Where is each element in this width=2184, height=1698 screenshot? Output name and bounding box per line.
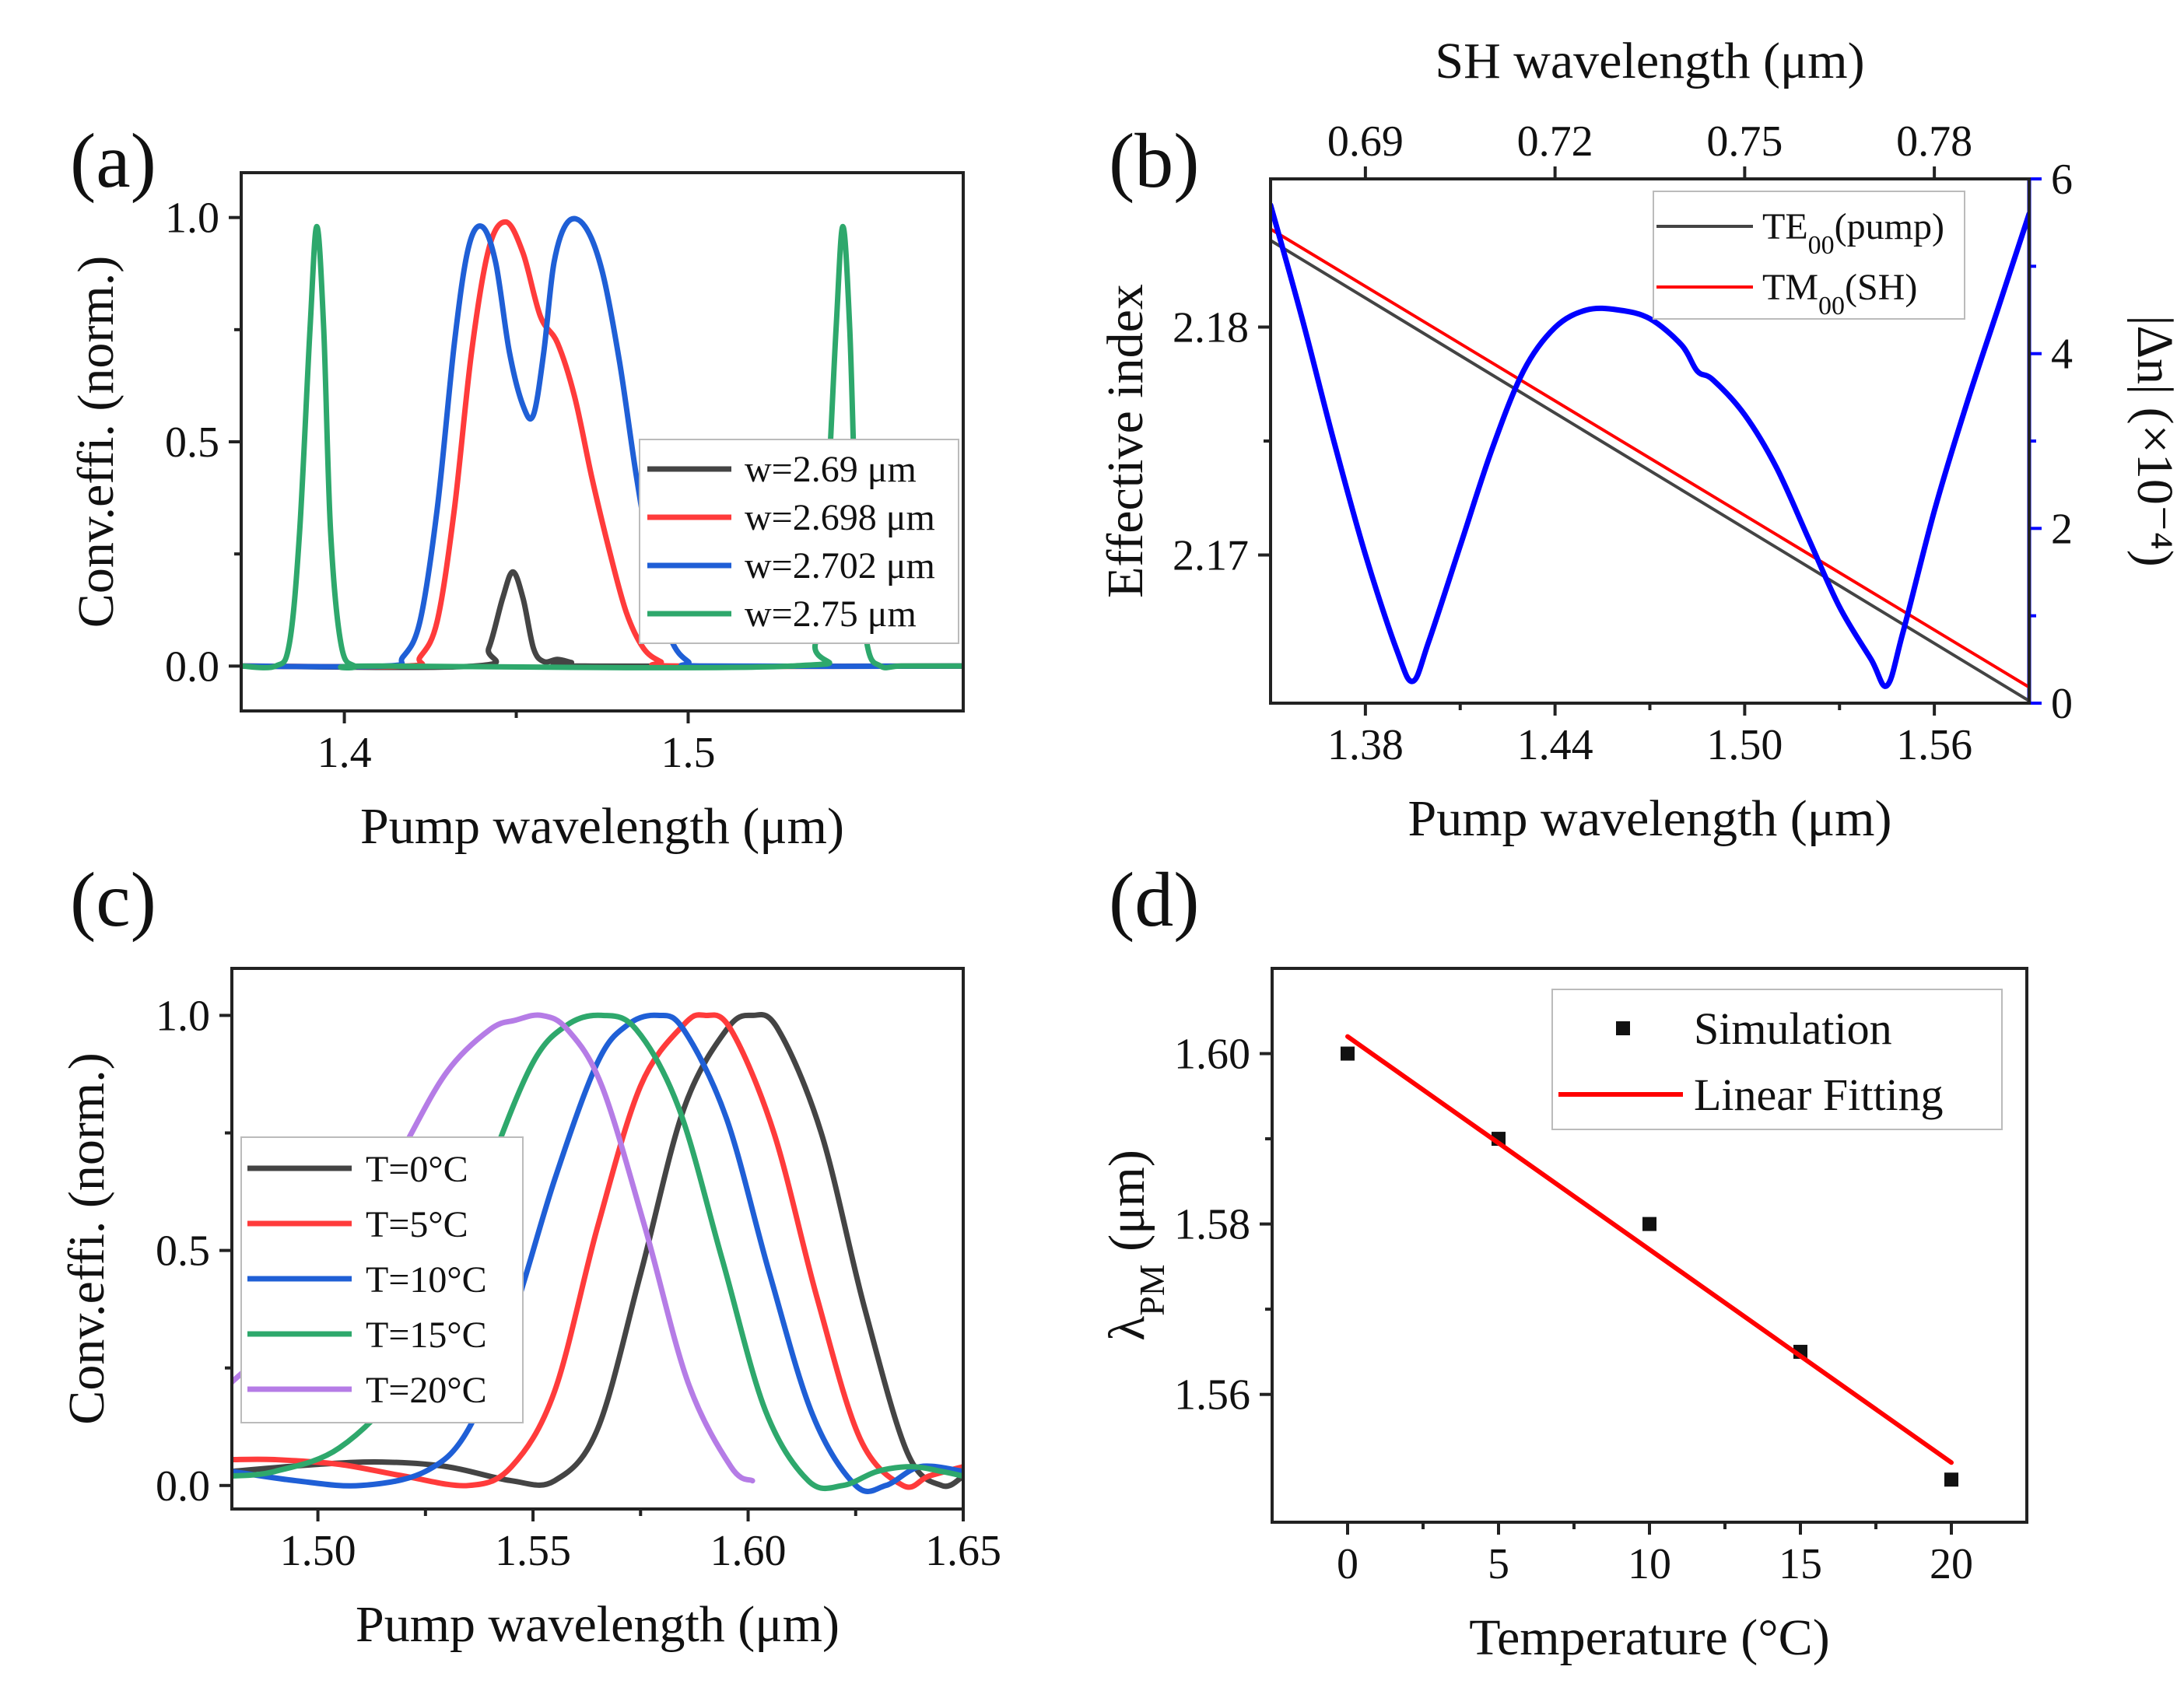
y-axis-label-symbol: λ	[1099, 1316, 1155, 1341]
x-tick-label-d: 10	[1628, 1540, 1671, 1588]
legend-label-main: TE	[1762, 206, 1808, 247]
panel-label-c: (c)	[70, 856, 156, 943]
x-tick-label-b: 1.38	[1327, 721, 1404, 769]
panel-label-a: (a)	[70, 117, 156, 204]
legend-label-sub: 00	[1818, 292, 1845, 320]
legend-box-b	[1653, 191, 1965, 320]
top-x-axis-label-b: SH wavelength (μm)	[1435, 33, 1864, 89]
y-tick-label-c: 0.0	[156, 1462, 210, 1511]
y-axis-label-d: λPM (μm)	[1099, 1150, 1172, 1341]
legend-box-a	[639, 439, 959, 644]
legend-b: TE00(pump)TM00(SH)	[1653, 191, 1965, 320]
legend-box-d	[1551, 989, 2003, 1130]
legend-label-d: Linear Fitting	[1694, 1070, 1944, 1120]
right-y-axis-label-b: |Δn| (×10⁻⁴)	[2126, 315, 2183, 566]
legend-c: T=0°C T=5°C T=10°C T=15°C T=20°C	[240, 1136, 524, 1423]
y-tick-label-a: 0.0	[165, 642, 219, 691]
y-axis-label-c: Conv.effi. (norm.)	[58, 1052, 115, 1424]
y-tick-label-c: 0.5	[156, 1227, 210, 1276]
x-tick-label-a: 1.4	[317, 729, 372, 777]
y-tick-label-a: 1.0	[165, 194, 219, 243]
scatter-point-d	[1944, 1472, 1958, 1487]
plot-area-b	[1271, 202, 2029, 703]
series-line-c-2	[232, 1012, 963, 1494]
x-axis-label-b: Pump wavelength (μm)	[1408, 790, 1892, 847]
y-tick-label-d: 1.60	[1174, 1031, 1250, 1079]
y-tick-label-b: 2.18	[1173, 303, 1249, 352]
plot-frame-b	[1269, 177, 2031, 705]
y-tick-label-b: 2.17	[1173, 532, 1249, 580]
x-tick-label-c: 1.65	[925, 1527, 1001, 1575]
legend-label-c: T=20°C	[366, 1370, 487, 1411]
right-y-tick-label-b: 6	[2051, 156, 2073, 204]
legend-label-d: Simulation	[1694, 1003, 1892, 1054]
panel-label-d: (d)	[1109, 856, 1200, 943]
scatter-point-d	[1642, 1217, 1656, 1231]
x-axis-label-d: Temperature (°C)	[1469, 1609, 1829, 1666]
series-line-d-1	[1345, 1034, 1954, 1465]
x-tick-label-d: 5	[1488, 1540, 1509, 1588]
x-tick-label-b: 1.44	[1517, 721, 1593, 769]
legend-label-b: TE00(pump)	[1762, 206, 1944, 260]
legend-a: w=2.69 μm w=2.698 μm w=2.702 μm w=2.75 μm	[639, 439, 959, 644]
y-tick-label-d: 1.58	[1174, 1201, 1250, 1249]
x-tick-label-b: 1.56	[1896, 721, 1972, 769]
top-x-tick-label-b: 0.69	[1327, 117, 1404, 166]
x-tick-label-b: 1.50	[1706, 721, 1783, 769]
legend-label-a: w=2.698 μm	[745, 497, 935, 538]
panel-label-b: (b)	[1109, 117, 1200, 204]
y-axis-label-unit: (μm)	[1099, 1150, 1155, 1264]
y-tick-label-a: 0.5	[165, 418, 219, 467]
x-tick-label-d: 0	[1337, 1540, 1358, 1588]
legend-label-c: T=5°C	[366, 1204, 468, 1245]
legend-label-a: w=2.75 μm	[745, 593, 917, 635]
series-line-a-1	[241, 219, 963, 670]
right-y-tick-label-b: 2	[2051, 505, 2073, 553]
panel-d: (d) 0 5 10 15 20 1.56 1.58 1.60 Temperature (°C) λ…	[1099, 856, 2028, 1666]
legend-d: Simulation Linear Fitting	[1551, 989, 2003, 1130]
x-tick-label-c: 1.60	[710, 1527, 787, 1575]
x-axis-label-a: Pump wavelength (μm)	[360, 798, 844, 855]
x-tick-label-a: 1.5	[661, 729, 715, 777]
legend-label-a: w=2.702 μm	[745, 545, 935, 586]
legend-label-c: T=0°C	[366, 1149, 468, 1190]
legend-swatch-d	[1616, 1021, 1630, 1035]
legend-label-suffix: (SH)	[1845, 267, 1917, 308]
x-tick-label-c: 1.50	[280, 1527, 356, 1575]
x-tick-label-c: 1.55	[495, 1527, 571, 1575]
panel-a: (a) 1.4 1.5 0.0 0.5 1.0 Pump wavelength (μm) Co…	[68, 117, 965, 855]
x-axis-label-c: Pump wavelength (μm)	[356, 1596, 840, 1653]
top-x-tick-label-b: 0.75	[1706, 117, 1783, 166]
x-tick-label-d: 15	[1779, 1540, 1822, 1588]
top-x-tick-label-b: 0.78	[1896, 117, 1972, 166]
scatter-point-d	[1341, 1046, 1355, 1061]
right-y-tick-label-b: 4	[2051, 331, 2073, 379]
y-tick-label-c: 1.0	[156, 992, 210, 1040]
right-y-tick-label-b: 0	[2051, 680, 2073, 728]
x-tick-label-d: 20	[1930, 1540, 1973, 1588]
y-axis-label-subscript: PM	[1132, 1264, 1172, 1315]
plot-frame-d	[1271, 967, 2028, 1524]
plot-frame-a	[240, 171, 965, 712]
legend-label-c: T=15°C	[366, 1315, 487, 1356]
panel-c: (c) 1.50 1.55 1.60 1.65 0.0 0.5 1.0 Pump wavelen…	[58, 856, 1001, 1653]
top-x-tick-label-b: 0.72	[1517, 117, 1593, 166]
panel-b: (b) 1.38 1.44 1.50 1.56 2.17 2.18 Pump waveleng…	[1097, 33, 2183, 847]
legend-label-c: T=10°C	[366, 1259, 487, 1301]
y-axis-label-a: Conv.effi. (norm.)	[68, 256, 124, 628]
legend-label-a: w=2.69 μm	[745, 449, 917, 490]
series-line-b-1	[1271, 227, 2029, 689]
y-axis-label-b: Effective index	[1097, 284, 1154, 598]
plot-frame-c	[230, 967, 965, 1511]
series-line-b-2	[1271, 202, 2029, 689]
legend-label-main: TM	[1762, 267, 1818, 308]
y-tick-label-d: 1.56	[1174, 1371, 1250, 1420]
legend-label-sub: 00	[1808, 231, 1835, 260]
legend-label-suffix: (pump)	[1835, 206, 1944, 247]
plot-area-d	[1341, 1034, 1958, 1487]
legend-label-b: TM00(SH)	[1762, 267, 1917, 320]
